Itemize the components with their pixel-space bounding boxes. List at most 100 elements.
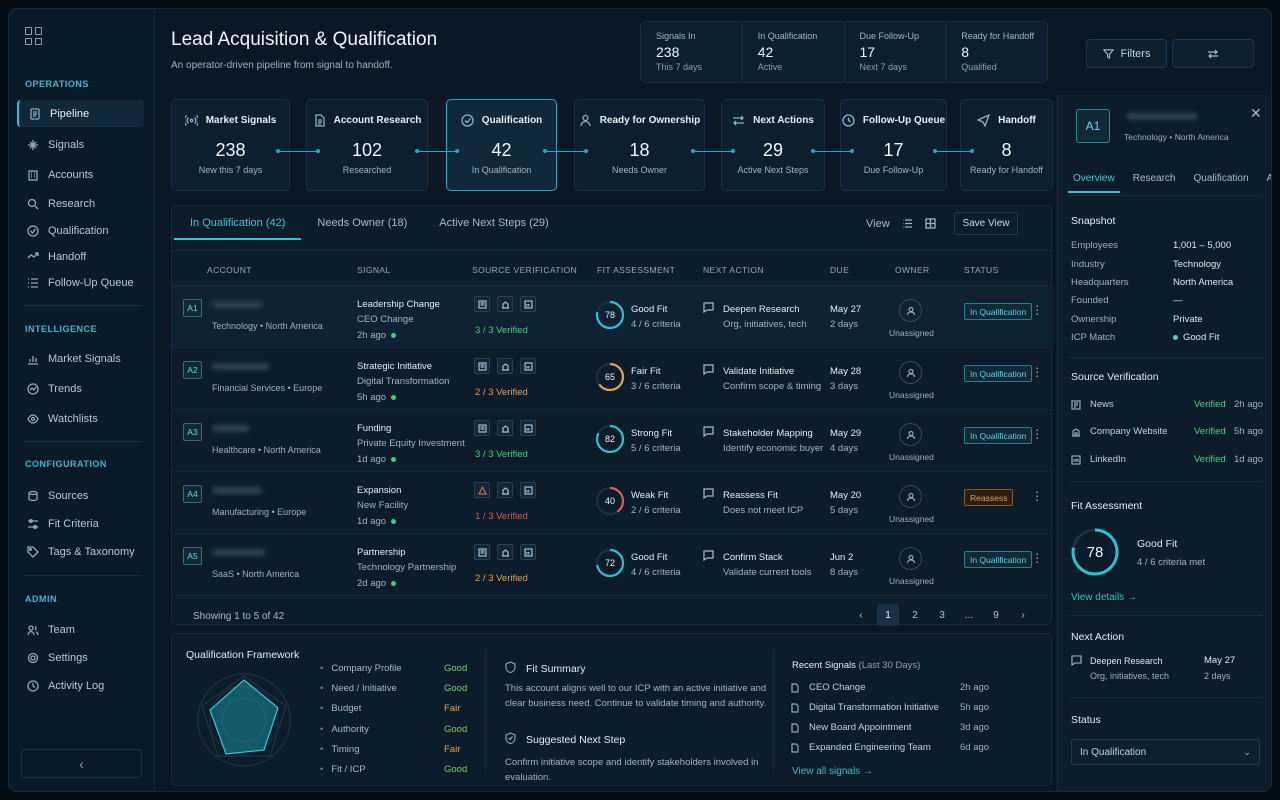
sidebar-item-watchlists[interactable]: Watchlists — [17, 405, 144, 432]
table-row[interactable]: A3 Healthcare • North America Funding Priva… — [172, 410, 1053, 472]
page-button[interactable]: 2 — [912, 609, 918, 621]
tab-in-qualification[interactable]: In Qualification (42) — [174, 206, 302, 240]
sidebar-item-team[interactable]: Team — [17, 616, 144, 643]
table-row[interactable]: A2 Financial Services • Europe Strategic I… — [172, 348, 1053, 410]
close-icon[interactable]: ✕ — [1250, 105, 1262, 121]
stage-market-signals[interactable]: Market Signals 238 New this 7 days — [171, 99, 290, 191]
tab-overview[interactable]: Overview — [1068, 173, 1120, 193]
page-button[interactable]: 1 — [877, 604, 899, 626]
sidebar-item-tags-taxonomy[interactable]: Tags & Taxonomy — [17, 538, 144, 565]
table-row[interactable]: A5 SaaS • North America Partnership Technol… — [172, 534, 1053, 596]
more-options-icon[interactable]: · · · — [1035, 360, 1040, 383]
sidebar-item-signals[interactable]: Signals — [17, 131, 144, 158]
linkedin-source-icon[interactable] — [520, 482, 536, 498]
view-details-link[interactable]: View details → — [1071, 592, 1137, 603]
source-item-news[interactable]: News — [1071, 399, 1114, 410]
linkedin-source-icon[interactable] — [520, 296, 536, 312]
recent-signal-item[interactable]: Digital Transformation Initiative — [790, 702, 939, 713]
assign-owner-button[interactable] — [899, 361, 922, 384]
sidebar-item-sources[interactable]: Sources — [17, 482, 144, 509]
news-source-icon[interactable] — [474, 420, 490, 436]
assign-owner-button[interactable] — [899, 547, 922, 570]
stage-ready-for-ownership[interactable]: Ready for Ownership 18 Needs Owner — [574, 99, 705, 191]
news-source-icon[interactable] — [474, 358, 490, 374]
stage-handoff[interactable]: Handoff 8 Ready for Handoff — [960, 99, 1053, 191]
tab-active-next-steps[interactable]: Active Next Steps (29) — [439, 217, 549, 229]
status-badge: In Qualification — [964, 427, 1033, 444]
sidebar-item-accounts[interactable]: Accounts — [17, 161, 144, 188]
recent-signal-item[interactable]: CEO Change — [790, 682, 866, 693]
assign-owner-button[interactable] — [899, 485, 922, 508]
news-source-icon[interactable] — [474, 296, 490, 312]
tab-research[interactable]: Research — [1132, 173, 1176, 184]
stage-qualification[interactable]: Qualification 42 In Qualification — [446, 99, 557, 191]
list-view-button[interactable] — [897, 214, 917, 233]
linkedin-source-icon[interactable] — [520, 420, 536, 436]
page-button[interactable]: 9 — [993, 609, 999, 621]
next-action[interactable]: Reassess Fit — [723, 490, 778, 501]
source-item-website[interactable]: Company Website — [1071, 426, 1167, 437]
status-select[interactable]: In Qualification ⌄ — [1071, 739, 1260, 765]
website-source-icon[interactable] — [497, 482, 513, 498]
filters-button[interactable]: Filters — [1086, 39, 1167, 68]
website-source-icon[interactable] — [497, 420, 513, 436]
save-view-button[interactable]: Save View — [954, 212, 1018, 235]
stage-follow-up-queue[interactable]: Follow-Up Queue 17 Due Follow-Up — [840, 99, 947, 191]
view-all-signals-link[interactable]: View all signals → — [792, 766, 873, 777]
grid-logo-icon[interactable] — [25, 27, 43, 45]
more-options-icon[interactable]: · · · — [1035, 546, 1040, 569]
next-page-button[interactable]: › — [1021, 609, 1025, 621]
website-source-icon[interactable] — [497, 358, 513, 374]
tab-needs-owner[interactable]: Needs Owner (18) — [317, 217, 408, 229]
sidebar-item-settings[interactable]: Settings — [17, 644, 144, 671]
recent-signal-item[interactable]: New Board Appointment — [790, 722, 911, 733]
assign-owner-button[interactable] — [899, 423, 922, 446]
next-action[interactable]: Stakeholder Mapping — [723, 428, 813, 439]
website-source-icon[interactable] — [497, 296, 513, 312]
column-header[interactable]: NEXT ACTION — [703, 265, 764, 275]
collapse-sidebar-button[interactable]: ‹ — [21, 749, 142, 778]
sidebar-item-pipeline[interactable]: Pipeline — [17, 100, 144, 127]
sidebar-item-activity-log[interactable]: Activity Log — [17, 672, 144, 699]
tab-activity[interactable]: Activity — [1262, 173, 1271, 193]
tab-qualification[interactable]: Qualification — [1193, 173, 1249, 184]
more-options-icon[interactable]: · · · — [1035, 484, 1040, 507]
stage-next-actions[interactable]: Next Actions 29 Active Next Steps — [721, 99, 825, 191]
assign-owner-button[interactable] — [899, 299, 922, 322]
page-button[interactable]: 3 — [939, 609, 945, 621]
next-action[interactable]: Confirm Stack — [723, 552, 783, 563]
message-icon — [703, 302, 714, 316]
website-source-icon[interactable] — [497, 544, 513, 560]
recent-signal-item[interactable]: Expanded Engineering Team — [790, 742, 931, 753]
sidebar-item-fit-criteria[interactable]: Fit Criteria — [17, 510, 144, 537]
more-options-icon[interactable]: · · · — [1035, 298, 1040, 321]
column-header[interactable]: DUE — [830, 265, 850, 275]
column-header[interactable]: SIGNAL — [357, 265, 391, 275]
grid-view-button[interactable] — [920, 214, 940, 233]
stage-account-research[interactable]: Account Research 102 Researched — [306, 99, 428, 191]
sidebar-item-qualification[interactable]: Qualification — [17, 217, 144, 244]
news-source-icon[interactable] — [474, 544, 490, 560]
column-header[interactable]: ACCOUNT — [207, 265, 252, 275]
column-header[interactable]: FIT ASSESSMENT — [597, 265, 676, 275]
next-action[interactable]: Validate Initiative — [723, 366, 795, 377]
linkedin-source-icon[interactable] — [520, 358, 536, 374]
snapshot-value: Private — [1173, 314, 1203, 325]
sidebar-item-market-signals[interactable]: Market Signals — [17, 345, 144, 372]
table-row[interactable]: A4 Manufacturing • Europe Expansion New Fac… — [172, 472, 1053, 534]
sidebar-item-follow-up-queue[interactable]: Follow-Up Queue — [17, 269, 144, 296]
column-header[interactable]: STATUS — [964, 265, 999, 275]
next-action[interactable]: Deepen Research — [723, 304, 800, 315]
sidebar-item-handoff[interactable]: Handoff — [17, 243, 144, 270]
source-item-linkedin[interactable]: LinkedIn — [1071, 454, 1126, 465]
warning-source-icon[interactable] — [474, 482, 490, 498]
table-row[interactable]: A1 Technology • North America Leadership C… — [172, 286, 1053, 348]
column-header[interactable]: SOURCE VERIFICATION — [472, 265, 578, 275]
prev-page-button[interactable]: ‹ — [859, 609, 863, 621]
linkedin-source-icon[interactable] — [520, 544, 536, 560]
sort-button[interactable] — [1172, 39, 1254, 68]
more-options-icon[interactable]: · · · — [1035, 422, 1040, 445]
column-header[interactable]: OWNER — [895, 265, 930, 275]
sidebar-item-trends[interactable]: Trends — [17, 375, 144, 402]
sidebar-item-research[interactable]: Research — [17, 190, 144, 217]
